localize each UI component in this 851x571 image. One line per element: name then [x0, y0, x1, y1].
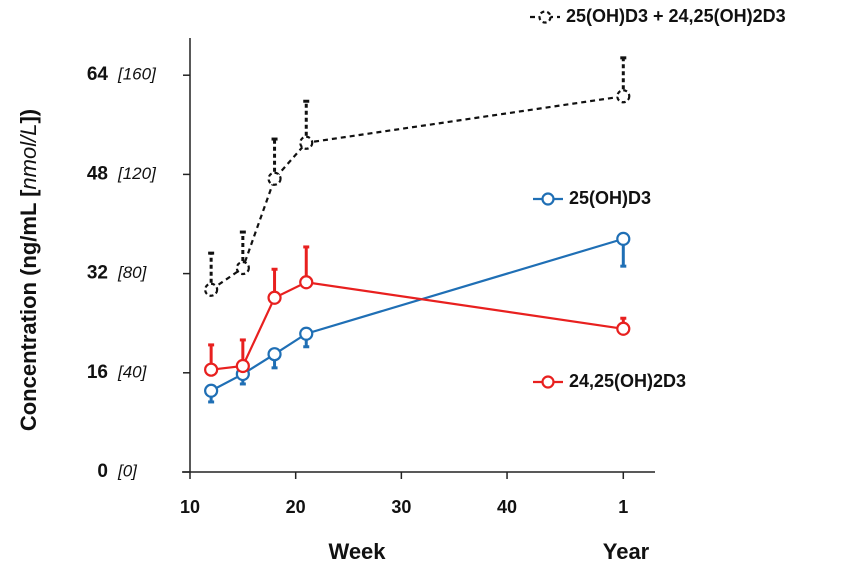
x-tick-label: 30 [391, 497, 411, 517]
y-tick-secondary-label: [80] [117, 263, 148, 282]
y-tick-label: 48 [87, 163, 108, 184]
legend-marker [541, 375, 555, 389]
y-label-part: ]) [16, 109, 41, 124]
legend-label: 25(OH)D3 + 24,25(OH)2D3 [566, 6, 786, 26]
y-label-part: Concentration (ng/mL [ [16, 189, 41, 431]
x-axis-label: Year [603, 539, 650, 564]
legend-marker [538, 10, 552, 24]
y-tick-secondary-label: [40] [117, 362, 148, 381]
data-point [267, 290, 282, 305]
data-point [204, 362, 219, 377]
legend-marker [541, 192, 555, 206]
x-tick-label: 40 [497, 497, 517, 517]
data-point [204, 383, 219, 398]
data-point [235, 358, 250, 374]
legend-label: 25(OH)D3 [569, 188, 651, 208]
data-point [267, 347, 282, 362]
legend-label: 24,25(OH)2D3 [569, 371, 686, 391]
y-tick-label: 64 [87, 64, 109, 85]
data-point [299, 275, 314, 290]
y-axis-label: Concentration (ng/mL [nmol/L]) [16, 109, 41, 431]
x-tick-label: 20 [286, 497, 306, 517]
data-point [267, 171, 282, 186]
y-tick-secondary-label: [0] [117, 461, 138, 480]
data-point [299, 135, 314, 150]
data-point [616, 321, 631, 336]
x-axis-label: Week [328, 539, 386, 564]
y-tick-secondary-label: [160] [117, 65, 157, 84]
data-point [616, 231, 631, 246]
y-tick-label: 16 [87, 362, 108, 383]
data-point [204, 282, 219, 297]
series-line [210, 95, 624, 291]
data-point [235, 260, 250, 276]
x-tick-label: 1 [618, 497, 628, 517]
y-tick-secondary-label: [120] [117, 164, 157, 183]
y-label-part: nmol/L [16, 124, 41, 190]
data-point [299, 326, 314, 341]
x-tick-label: 10 [180, 497, 200, 517]
data-point [616, 89, 631, 104]
y-tick-label: 0 [97, 461, 108, 482]
y-tick-label: 32 [87, 263, 108, 284]
